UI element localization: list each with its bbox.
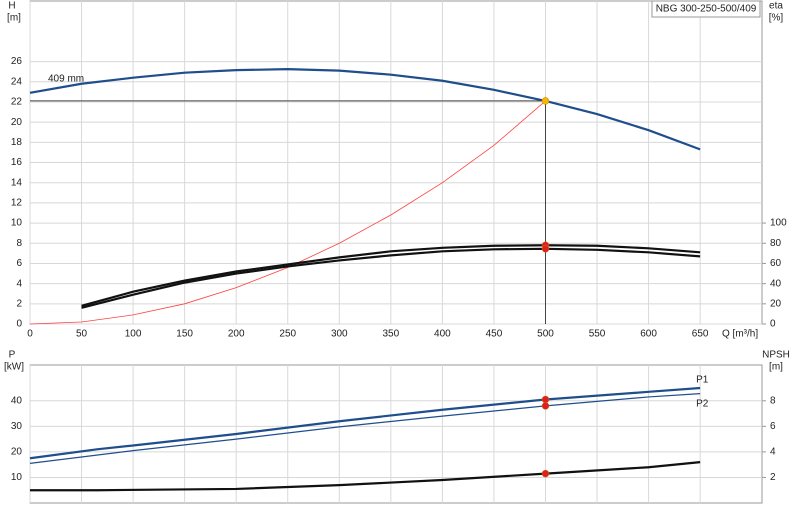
- y2-tick-label: 0: [770, 319, 776, 330]
- x-tick-label: 200: [228, 329, 245, 340]
- y-tick-label: 20: [11, 447, 23, 458]
- series-line: [29, 386, 701, 460]
- series-line: [29, 68, 701, 151]
- y-tick-label: 22: [11, 97, 23, 108]
- y2-tick-label: 2: [770, 472, 776, 483]
- x-tick-label: 0: [27, 329, 33, 340]
- y2-tick-label: 60: [770, 258, 782, 269]
- series-line: [81, 244, 701, 307]
- operating-point: [541, 245, 550, 253]
- y-tick-label: 18: [11, 137, 23, 148]
- y-tick-label: 20: [11, 117, 23, 128]
- y-axis-label: P: [9, 350, 16, 361]
- y-tick-label: 4: [16, 278, 22, 289]
- y-tick-label: 10: [11, 218, 23, 229]
- operating-point: [541, 395, 550, 404]
- x-tick-label: 650: [692, 329, 709, 340]
- x-tick-label: 400: [434, 329, 451, 340]
- y-tick-label: 2: [16, 298, 22, 309]
- y2-tick-label: 6: [770, 421, 776, 432]
- x-tick-label: 500: [537, 329, 554, 340]
- series-label: 409 mm: [48, 73, 84, 84]
- y-tick-label: 10: [11, 472, 23, 483]
- y-tick-label: 0: [16, 319, 22, 330]
- series-line: [29, 393, 701, 464]
- y-tick-label: 12: [11, 198, 23, 209]
- operating-point: [541, 402, 550, 410]
- title-box: [651, 0, 761, 18]
- y-tick-label: 24: [11, 76, 23, 87]
- x-tick-label: 150: [176, 329, 193, 340]
- y2-axis-unit: [m]: [769, 362, 783, 373]
- x-tick-label: 550: [589, 329, 606, 340]
- y2-axis-unit: [%]: [769, 13, 784, 24]
- y2-tick-label: 20: [770, 298, 782, 309]
- x-tick-label: 100: [125, 329, 142, 340]
- y2-axis-label: eta: [769, 1, 783, 12]
- series-label: P1: [696, 375, 709, 386]
- y-tick-label: 16: [11, 157, 23, 168]
- x-tick-label: 600: [640, 329, 657, 340]
- y-tick-label: 6: [16, 258, 22, 269]
- y-tick-label: 26: [11, 56, 23, 67]
- y-tick-label: 8: [16, 238, 22, 249]
- y-axis-unit: [m]: [7, 13, 21, 24]
- y2-tick-label: 4: [770, 447, 776, 458]
- chart-title: NBG 300-250-500/409: [656, 4, 757, 15]
- x-axis-label: Q [m³/h]: [722, 329, 758, 340]
- y2-tick-label: 8: [770, 395, 776, 406]
- operating-point: [541, 97, 550, 105]
- series-label: P2: [696, 398, 709, 409]
- x-tick-label: 450: [486, 329, 503, 340]
- y-tick-label: 30: [11, 421, 23, 432]
- operating-point: [541, 469, 550, 478]
- x-tick-label: 300: [331, 329, 348, 340]
- series-line: [81, 247, 701, 309]
- y2-tick-label: 80: [770, 238, 782, 249]
- y2-tick-label: 40: [770, 278, 782, 289]
- y2-tick-label: 100: [770, 218, 787, 229]
- y2-axis-label: NPSH: [762, 350, 790, 361]
- y-axis-label: H: [8, 1, 15, 12]
- y-tick-label: 14: [11, 177, 23, 188]
- y-tick-label: 40: [11, 395, 23, 406]
- x-tick-label: 250: [279, 329, 296, 340]
- series-line: [30, 461, 701, 492]
- x-tick-label: 350: [383, 329, 400, 340]
- y-axis-unit: [kW]: [4, 362, 24, 373]
- x-tick-label: 50: [76, 329, 88, 340]
